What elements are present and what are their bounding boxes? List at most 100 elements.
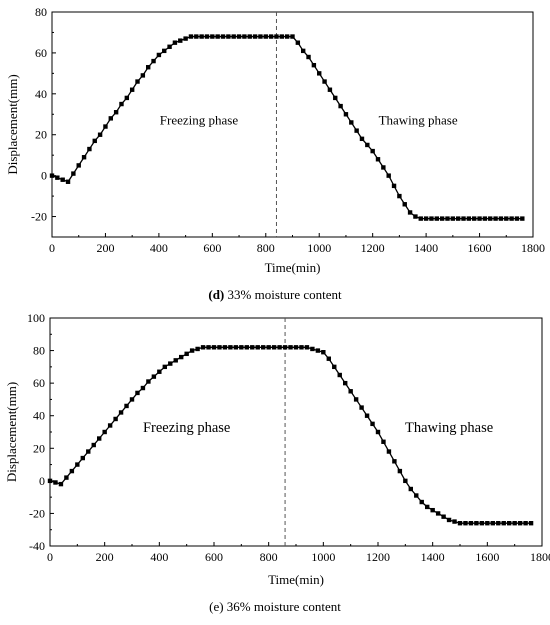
data-point <box>211 345 217 350</box>
data-point <box>277 345 282 350</box>
data-point <box>418 216 423 221</box>
data-point <box>156 52 162 58</box>
data-point <box>228 345 233 350</box>
data-point <box>220 34 226 39</box>
caption-text: 33% moisture content <box>227 287 342 302</box>
data-point <box>439 216 445 221</box>
data-point <box>266 345 271 350</box>
data-point <box>183 36 188 41</box>
data-point <box>457 521 463 526</box>
data-point <box>354 128 359 133</box>
data-point <box>359 405 364 410</box>
data-point <box>231 34 236 39</box>
x-tick-label: 200 <box>96 241 114 255</box>
data-point <box>423 216 429 221</box>
data-point <box>146 65 151 70</box>
y-tick-label: 60 <box>33 376 45 390</box>
data-point <box>64 475 69 480</box>
data-point <box>455 216 461 221</box>
data-point <box>226 34 231 39</box>
y-axis-title: Displacement(mm) <box>5 74 20 174</box>
data-point <box>250 345 255 350</box>
data-point <box>327 87 333 92</box>
data-point <box>397 193 402 199</box>
data-point <box>391 183 397 189</box>
data-point <box>365 142 370 148</box>
y-tick-label: 80 <box>35 5 47 19</box>
data-point <box>311 62 317 68</box>
data-point <box>485 521 490 526</box>
caption-text: 36% moisture content <box>226 599 341 614</box>
data-point <box>493 216 498 221</box>
caption-tag: (e) <box>209 599 224 614</box>
data-point <box>247 34 252 39</box>
x-tick-label: 1200 <box>366 550 390 564</box>
data-point <box>97 436 102 441</box>
data-point <box>386 173 391 178</box>
data-point <box>206 345 211 350</box>
x-tick-label: 1600 <box>468 241 492 255</box>
data-point <box>102 429 107 435</box>
data-point <box>293 345 299 350</box>
data-point <box>210 34 215 39</box>
data-point <box>435 511 441 516</box>
x-tick-label: 0 <box>47 550 53 564</box>
data-point <box>317 71 322 76</box>
data-point <box>498 216 504 221</box>
data-point <box>242 34 247 39</box>
data-point <box>268 34 274 39</box>
data-point <box>124 403 129 409</box>
data-point <box>178 38 183 43</box>
data-point <box>172 40 178 45</box>
data-point <box>75 462 80 467</box>
x-tick-label: 0 <box>49 241 55 255</box>
data-point <box>514 216 520 221</box>
data-point <box>199 34 204 39</box>
data-point <box>402 202 407 207</box>
data-point <box>343 112 349 117</box>
data-point <box>507 521 512 526</box>
data-point <box>184 351 189 357</box>
data-point <box>284 34 290 39</box>
data-point <box>258 34 263 39</box>
x-tick-label: 1400 <box>421 550 445 564</box>
y-tick-label: 40 <box>35 87 47 101</box>
data-point <box>501 521 506 526</box>
x-tick-label: 600 <box>203 241 221 255</box>
data-point <box>135 79 140 84</box>
data-point <box>446 517 452 523</box>
data-point <box>135 390 140 396</box>
data-point <box>381 439 386 444</box>
data-point <box>271 345 277 350</box>
data-point <box>76 163 81 168</box>
data-point <box>461 216 466 221</box>
data-point <box>450 216 456 221</box>
chart-36-percent-moisture: 0 200 400 600 800 1000 1200 1400 1600 1800 -40 -20 0… <box>4 311 550 587</box>
data-point <box>300 48 306 54</box>
series-line <box>51 35 523 220</box>
data-point <box>58 481 64 487</box>
data-point <box>490 521 495 526</box>
data-point <box>375 157 381 162</box>
data-point <box>140 73 146 78</box>
figure-caption-e: (e) 36% moisture content <box>0 599 550 615</box>
x-tick-label: 600 <box>205 550 223 564</box>
y-tick-label: 0 <box>41 169 47 183</box>
x-tick-label: 800 <box>257 241 275 255</box>
data-point <box>151 374 157 379</box>
data-point <box>129 87 135 92</box>
x-tick-label: 1800 <box>521 241 545 255</box>
data-point <box>118 410 124 415</box>
data-point <box>338 103 343 109</box>
data-point <box>103 124 108 129</box>
x-tick-label: 400 <box>150 241 168 255</box>
data-point <box>107 423 113 428</box>
data-point <box>333 95 338 101</box>
data-point <box>441 514 446 519</box>
data-point <box>472 216 477 221</box>
y-tick-label: 20 <box>35 128 47 142</box>
data-point <box>290 34 295 39</box>
data-point <box>222 345 228 350</box>
y-tick-label: 80 <box>33 344 45 358</box>
data-point <box>413 214 418 219</box>
